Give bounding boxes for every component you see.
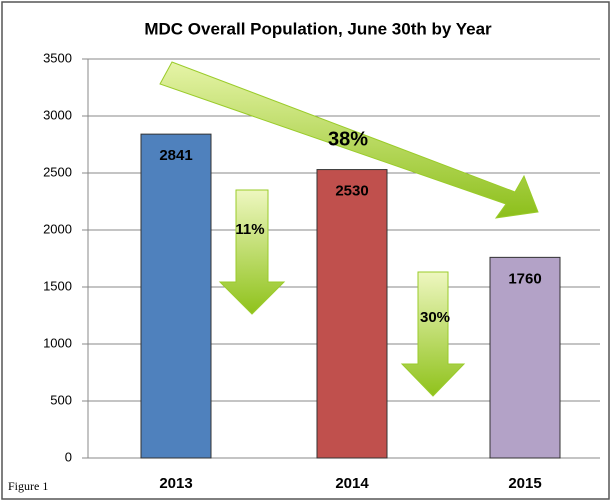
trend-arrow: [159, 61, 539, 219]
x-tick-label: 2015: [508, 475, 541, 492]
down-arrow: [218, 189, 286, 315]
value-label: 2841: [159, 147, 192, 164]
annotation: 38%: [328, 128, 368, 150]
bar: [316, 169, 388, 459]
y-tick-label: 2500: [43, 164, 72, 179]
annotation: 11%: [235, 221, 264, 238]
y-tick-label: 3000: [43, 107, 72, 122]
y-tick-label: 3500: [43, 50, 72, 65]
value-label: 1760: [508, 270, 541, 287]
y-tick-label: 2000: [43, 221, 72, 236]
x-tick-label: 2014: [335, 475, 369, 492]
y-tick-label: 0: [65, 449, 72, 464]
x-tick-label: 2013: [159, 475, 192, 492]
y-tick-label: 1000: [43, 335, 72, 350]
y-tick-label: 1500: [43, 278, 72, 293]
y-tick-label: 500: [50, 392, 72, 407]
value-label: 2530: [335, 183, 368, 200]
bar: [140, 133, 212, 459]
chart-title: MDC Overall Population, June 30th by Yea…: [144, 19, 492, 38]
annotation: 30%: [420, 309, 450, 326]
down-arrow: [400, 271, 466, 397]
caption: Figure 1: [8, 479, 48, 493]
bar: [489, 256, 561, 459]
